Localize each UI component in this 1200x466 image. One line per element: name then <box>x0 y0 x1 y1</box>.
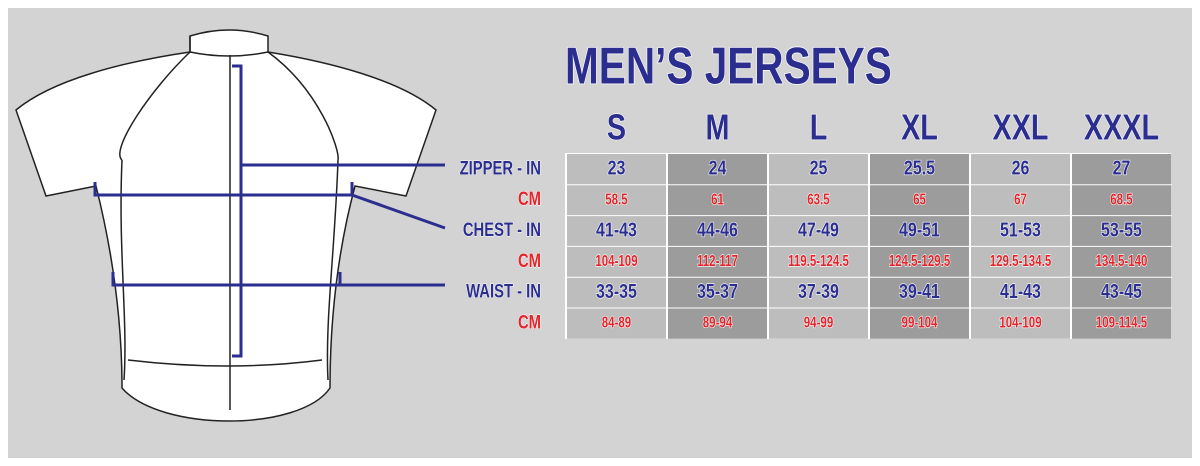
size-value: 26 <box>1012 157 1030 179</box>
size-value: 27 <box>1113 157 1131 179</box>
size-value: 58.5 <box>605 190 628 208</box>
size-value: 67 <box>1014 190 1027 208</box>
size-value: 39-41 <box>899 280 940 302</box>
size-header: XXL <box>993 106 1049 147</box>
title: MEN’S JERSEYS <box>565 37 892 95</box>
size-value: 104-109 <box>595 251 637 269</box>
size-value: 124.5-129.5 <box>889 251 951 269</box>
size-value: 24 <box>709 157 727 179</box>
size-value: 43-45 <box>1101 280 1142 302</box>
size-value: 84-89 <box>602 313 632 331</box>
row-label: WAIST - IN <box>466 281 541 302</box>
size-value: 47-49 <box>798 219 839 241</box>
size-value: 63.5 <box>807 190 830 208</box>
size-value: 104-109 <box>999 313 1041 331</box>
size-value: 119.5-124.5 <box>788 251 849 269</box>
size-value: 41-43 <box>596 219 637 241</box>
size-header: M <box>706 106 730 147</box>
measure-lines <box>93 64 446 358</box>
size-value: 37-39 <box>798 280 839 302</box>
size-header: XXXL <box>1084 106 1159 147</box>
size-value: 25 <box>810 157 828 179</box>
size-value: 89-94 <box>703 313 733 331</box>
size-value: 25.5 <box>904 157 935 179</box>
size-value: 53-55 <box>1101 219 1142 241</box>
size-value: 41-43 <box>1000 280 1041 302</box>
row-label: CM <box>518 250 541 271</box>
size-header: XL <box>901 106 938 147</box>
size-value: 49-51 <box>899 219 940 241</box>
size-value: 68.5 <box>1110 190 1133 208</box>
size-value: 109-114.5 <box>1096 313 1147 331</box>
size-value: 44-46 <box>697 219 738 241</box>
size-value: 65 <box>913 190 926 208</box>
size-value: 33-35 <box>596 280 637 302</box>
size-value: 35-37 <box>697 280 738 302</box>
size-value: 112-117 <box>697 251 738 269</box>
row-label: CM <box>518 188 541 209</box>
size-value: 99-104 <box>902 313 938 331</box>
size-value: 51-53 <box>1000 219 1041 241</box>
row-label: CHEST - IN <box>463 219 541 240</box>
row-label: CM <box>518 312 541 333</box>
row-label: ZIPPER - IN <box>460 158 541 179</box>
size-header: S <box>607 106 626 147</box>
size-header: L <box>810 106 828 147</box>
size-value: 61 <box>711 190 724 208</box>
jersey-drawing <box>15 29 437 422</box>
size-value: 94-99 <box>804 313 834 331</box>
size-value: 134.5-140 <box>1096 251 1148 269</box>
size-value: 129.5-134.5 <box>990 251 1052 269</box>
size-value: 23 <box>608 157 626 179</box>
